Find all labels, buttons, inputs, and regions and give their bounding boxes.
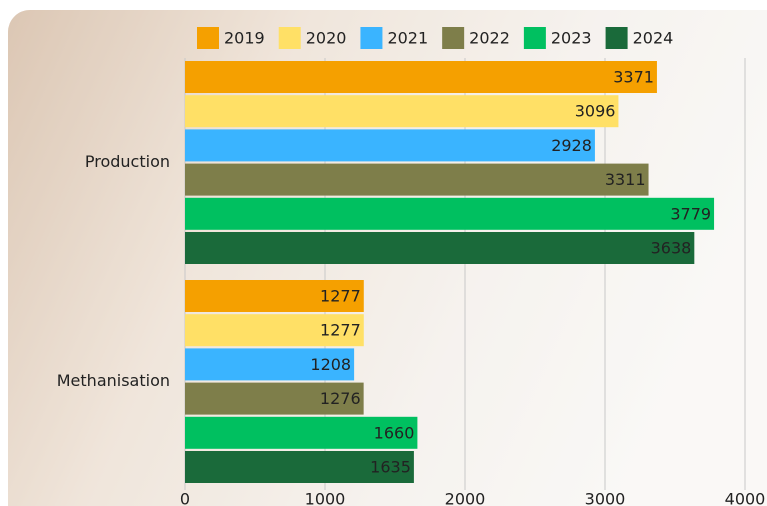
value-label: 3311 (605, 170, 646, 189)
x-tick-label: 1000 (305, 490, 346, 506)
value-label: 1276 (320, 389, 361, 408)
value-label: 1635 (370, 458, 411, 477)
y-tick-label: Production (85, 152, 170, 171)
y-tick-label: Methanisation (57, 371, 170, 390)
value-label: 3638 (651, 239, 692, 258)
legend-swatch (442, 27, 464, 49)
legend-label: 2024 (633, 29, 674, 48)
bar (185, 232, 694, 264)
x-tick-label: 3000 (585, 490, 626, 506)
value-label: 3779 (670, 204, 711, 223)
legend-swatch (524, 27, 546, 49)
value-label: 1277 (320, 321, 361, 340)
page: {"chart_data": {"type": "hbar", "categor… (0, 0, 767, 506)
bar (185, 95, 618, 127)
bar (185, 198, 714, 230)
legend-swatch (197, 27, 219, 49)
legend-swatch (360, 27, 382, 49)
value-label: 1208 (310, 355, 351, 374)
x-tick-label: 2000 (445, 490, 486, 506)
legend-label: 2023 (551, 29, 592, 48)
value-label: 1277 (320, 287, 361, 306)
legend-swatch (606, 27, 628, 49)
value-label: 3371 (613, 68, 654, 87)
legend-label: 2019 (224, 29, 265, 48)
legend-label: 2021 (387, 29, 428, 48)
bar (185, 129, 595, 161)
x-tick-label: 0 (180, 490, 190, 506)
bar (185, 164, 649, 196)
legend-label: 2020 (306, 29, 347, 48)
chart: 0 1000 2000 3000 4000 2019 2020 2021 2022 2023 202… (0, 0, 767, 506)
x-tick-label: 4000 (725, 490, 766, 506)
value-label: 3096 (575, 102, 616, 121)
legend-swatch (279, 27, 301, 49)
value-label: 2928 (551, 136, 592, 155)
legend-label: 2022 (469, 29, 510, 48)
bar (185, 61, 657, 93)
value-label: 1660 (374, 423, 415, 442)
